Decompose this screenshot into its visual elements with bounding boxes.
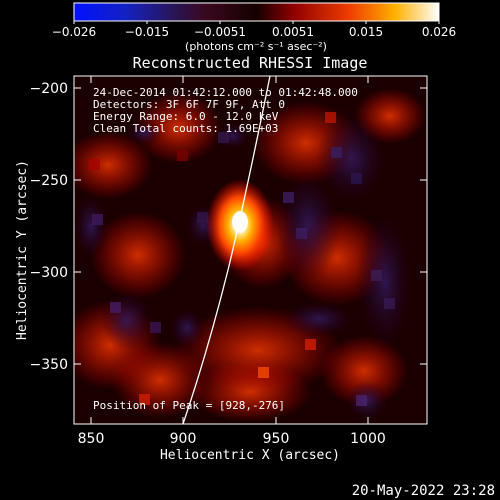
- peak-position-label: Position of Peak = [928,-276]: [93, 399, 285, 412]
- y-tick-minus-350: −350: [30, 357, 68, 373]
- y-axis-labels: −200 −250 −300 −350: [30, 81, 68, 373]
- colorbar: −0.026 −0.015 −0.0051 0.0051 0.015 0.026…: [52, 2, 456, 53]
- info-line-3: Energy Range: 6.0 - 12.0 keV: [93, 110, 279, 123]
- plot-panel: 24-Dec-2014 01:42:12.000 to 01:42:48.000…: [73, 75, 428, 425]
- y-axis-ticks: [74, 87, 427, 365]
- y-tick-minus-300: −300: [30, 265, 68, 281]
- timestamp: 20-May-2022 23:28: [352, 483, 495, 499]
- x-axis-title: Heliocentric X (arcsec): [160, 448, 340, 463]
- x-tick-1000: 1000: [350, 431, 386, 447]
- colorbar-gradient: [73, 2, 440, 22]
- y-tick-minus-250: −250: [30, 173, 68, 189]
- y-axis-title: Heliocentric Y (arcsec): [15, 160, 30, 340]
- x-axis-ticks: [90, 76, 369, 424]
- solar-limb-arc: [182, 76, 271, 424]
- info-line-2: Detectors: 3F 6F 7F 9F, Att 0: [93, 98, 285, 111]
- x-axis-labels: 850 900 950 1000: [78, 431, 386, 447]
- x-tick-950: 950: [263, 431, 290, 447]
- colorbar-tick-2: −0.015: [125, 25, 169, 39]
- plot-title: Reconstructed RHESSI Image: [133, 54, 368, 72]
- info-line-1: 24-Dec-2014 01:42:12.000 to 01:42:48.000: [93, 86, 358, 99]
- image-speckles: [89, 112, 395, 406]
- y-tick-minus-200: −200: [30, 81, 68, 97]
- colorbar-tick-5: 0.015: [349, 25, 383, 39]
- colorbar-tick-4: 0.0051: [272, 25, 314, 39]
- plot-frame: [73, 75, 428, 425]
- peak-core: [232, 211, 248, 233]
- x-tick-900: 900: [170, 431, 197, 447]
- x-tick-850: 850: [78, 431, 105, 447]
- colorbar-units: (photons cm⁻² s⁻¹ asec⁻²): [185, 40, 327, 53]
- colorbar-tick-6: 0.026: [422, 25, 456, 39]
- info-line-4: Clean Total counts: 1.69E+03: [93, 122, 278, 135]
- colorbar-tick-1: −0.026: [52, 25, 96, 39]
- image-content: [74, 76, 427, 424]
- colorbar-tick-3: −0.0051: [194, 25, 246, 39]
